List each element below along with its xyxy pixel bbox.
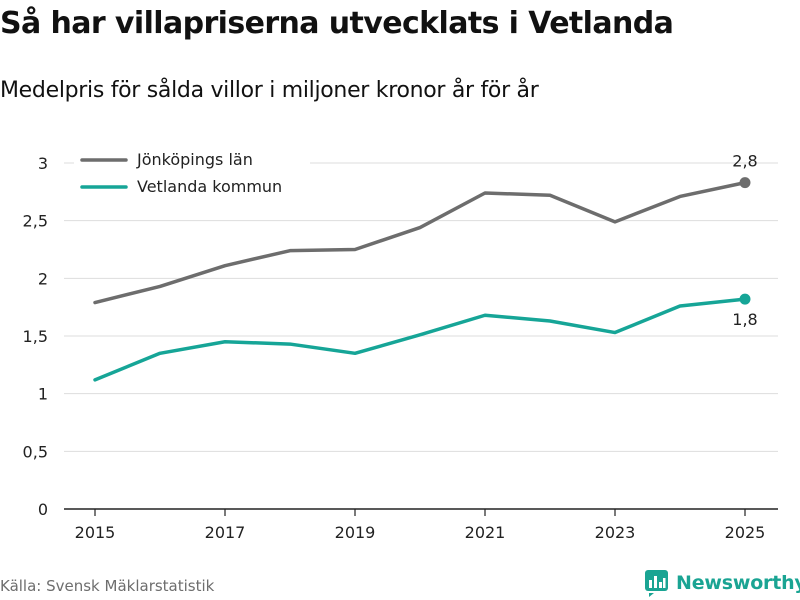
- series-end-point: [739, 177, 751, 189]
- source-note: Källa: Svensk Mäklarstatistik: [0, 577, 215, 595]
- y-tick-label: 1: [38, 385, 48, 404]
- y-tick-label: 2,5: [23, 212, 48, 231]
- y-tick-label: 3: [38, 154, 48, 173]
- x-tick-label: 2017: [205, 523, 246, 542]
- y-tick-label: 1,5: [23, 327, 48, 346]
- newsworthy-logo-icon: [645, 570, 668, 597]
- chart-title: Så har villapriserna utvecklats i Vetlan…: [0, 6, 674, 41]
- x-tick-label: 2019: [335, 523, 376, 542]
- line-chart: 0 0,5 1 1,5 2 2,5 3 2015 2017 2019 2021 2023 2025 2,8…: [22, 146, 778, 542]
- legend-background: [74, 146, 310, 200]
- legend-label: Vetlanda kommun: [137, 177, 282, 196]
- brand-name: Newsworthy: [676, 572, 800, 594]
- chart-subtitle: Medelpris för sålda villor i miljoner kr…: [0, 78, 539, 103]
- series-end-label: 1,8: [732, 310, 757, 329]
- y-tick-label: 0: [38, 500, 48, 519]
- series-line-vetlanda-kommun: [93, 297, 747, 382]
- legend-label: Jönköpings län: [136, 150, 253, 169]
- series-end-point: [739, 293, 751, 305]
- x-tick-label: 2025: [725, 523, 766, 542]
- series-end-label: 2,8: [732, 152, 757, 171]
- brand-logo: Newsworthy: [644, 569, 800, 597]
- x-tick-label: 2023: [595, 523, 636, 542]
- x-tick-label: 2021: [465, 523, 506, 542]
- series-line-jonkopings-lan: [93, 180, 747, 305]
- y-tick-label: 0,5: [23, 442, 48, 461]
- y-tick-label: 2: [38, 269, 48, 288]
- x-tick-label: 2015: [75, 523, 116, 542]
